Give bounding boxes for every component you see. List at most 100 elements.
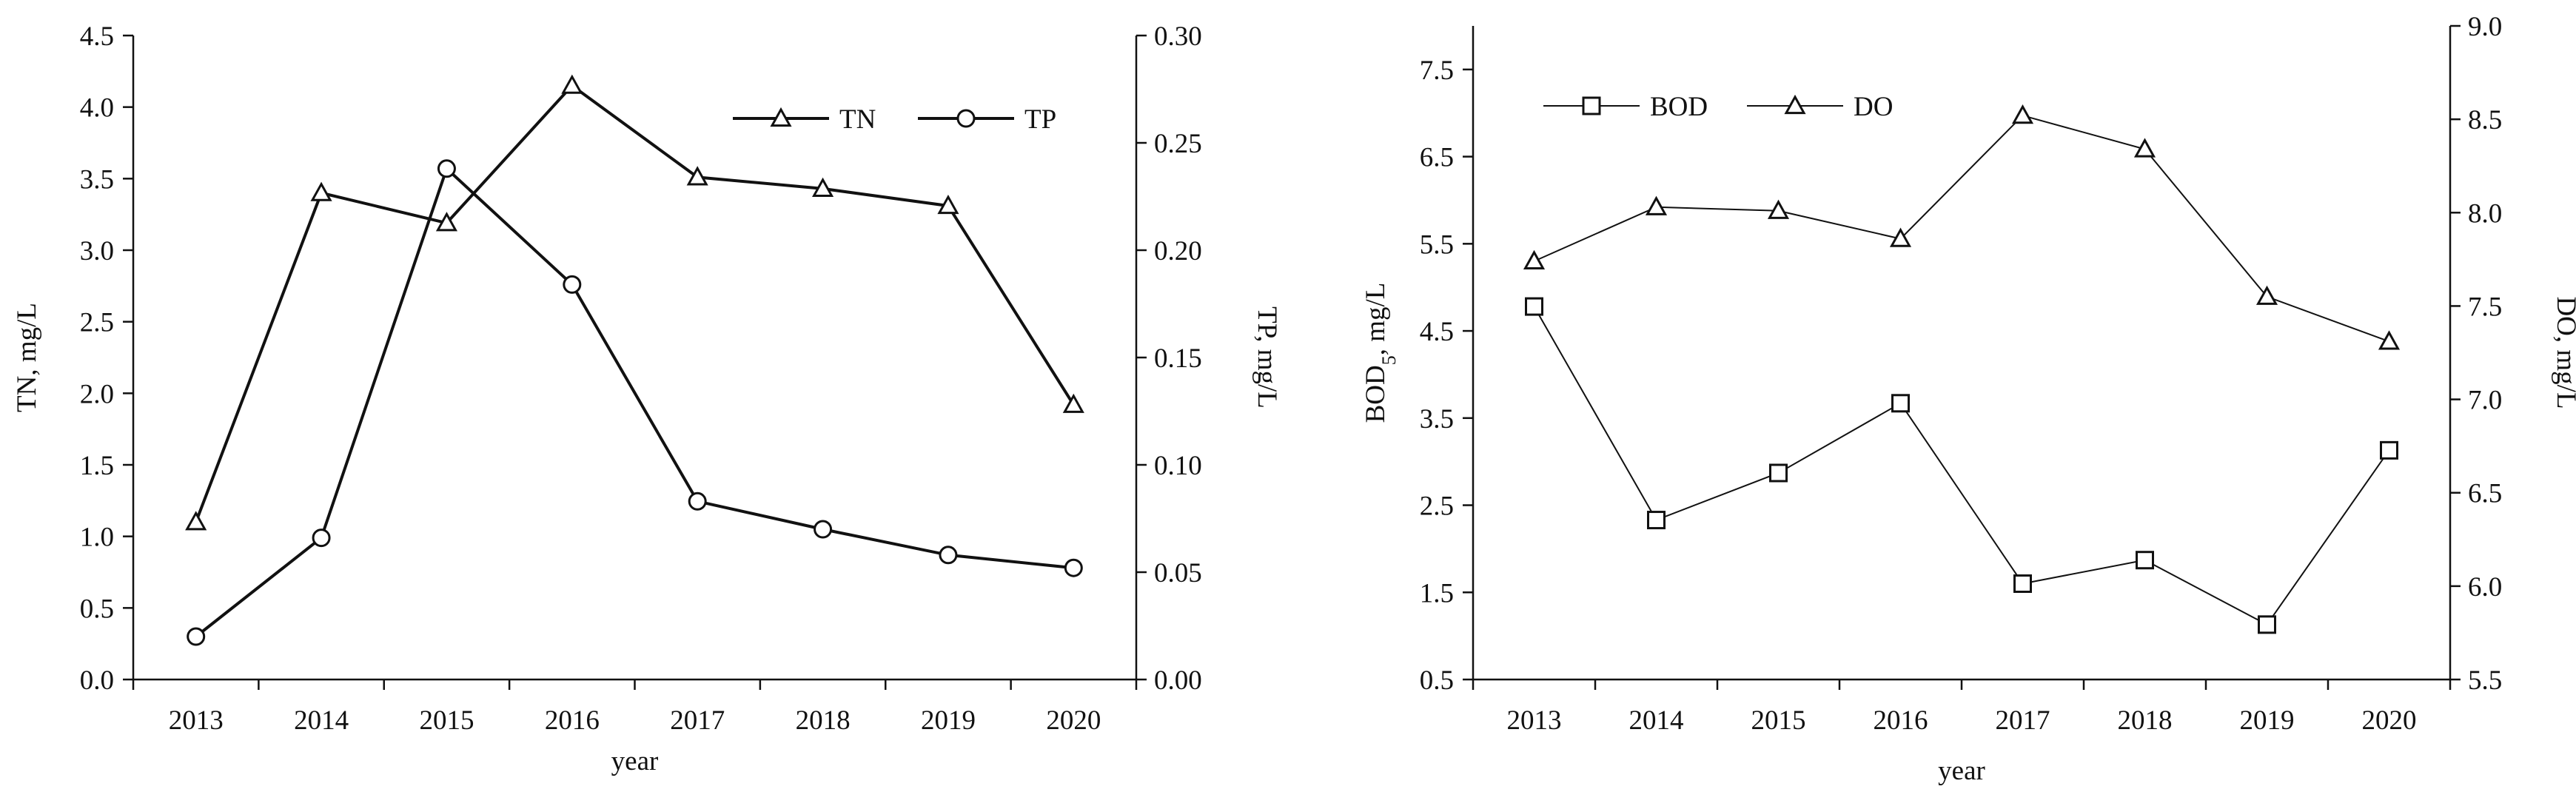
y-right-tick-label: 5.5 — [2468, 665, 2502, 696]
y-right-tick-label: 8.0 — [2468, 198, 2502, 229]
legend-label-do: DO — [1854, 92, 1893, 122]
data-point-bod — [1525, 297, 1543, 316]
y-left-tick-label: 6.5 — [1420, 143, 1454, 173]
x-tick-label: 2017 — [670, 705, 725, 736]
chart-2: 2013 2014 2015 2016 2017 2018 2019 2020 year 0.5 1… — [1361, 12, 2576, 786]
y-left-tick-label: 2.0 — [80, 379, 114, 409]
data-point-tn — [561, 74, 583, 94]
data-point-bod — [1891, 394, 1910, 413]
data-point-bod — [1769, 463, 1788, 483]
y-left-axis-label-rest: , mg/L — [1361, 283, 1391, 356]
data-point-bod — [2258, 615, 2276, 634]
series-line-do — [1534, 114, 2389, 343]
data-point-do — [1767, 199, 1790, 219]
y-left-tick-label: 3.5 — [1420, 404, 1454, 434]
x-axis-label: year — [611, 746, 659, 776]
y-right-tick-label: 0.25 — [1154, 129, 1202, 159]
data-point-bod — [2136, 551, 2154, 570]
y-right-tick-label: 6.5 — [2468, 479, 2502, 509]
chart-1: 2013 2014 2015 2016 2017 2018 2019 2020year0.00… — [12, 21, 1282, 776]
y-right-tick-label: 0.20 — [1154, 236, 1202, 266]
data-point-bod — [2380, 440, 2398, 460]
data-point-do — [1645, 195, 1668, 215]
y-left-tick-label: 3.5 — [80, 164, 114, 195]
x-tick-label: 2020 — [2362, 705, 2417, 736]
data-point-tp — [437, 159, 456, 178]
y-left-tick-label: 0.5 — [1420, 665, 1454, 696]
data-point-tp — [939, 546, 958, 565]
y-right-axis-label: DO, mg/L — [2551, 296, 2576, 409]
y-right-tick-label: 9.0 — [2468, 12, 2502, 42]
y-right-tick-label: 0.00 — [1154, 665, 1202, 696]
data-point-do — [2255, 285, 2278, 305]
y-left-axis-label: BOD5, mg/L — [1361, 283, 1400, 423]
y-left-tick-label: 2.5 — [80, 308, 114, 338]
data-point-tp — [1064, 558, 1083, 577]
y-left-tick-label: 1.5 — [1420, 578, 1454, 608]
x-tick-label: 2020 — [1046, 705, 1101, 736]
data-point-tp — [187, 627, 206, 646]
x-axis-label: year — [1938, 756, 1985, 786]
series-line-tn — [194, 83, 1076, 523]
legend-label-tn: TN — [839, 104, 876, 135]
y-left-tick-label: 4.0 — [80, 93, 114, 124]
legend-marker-tp — [956, 109, 976, 128]
x-tick-label: 2016 — [545, 705, 600, 736]
y-left-tick-label: 1.5 — [80, 451, 114, 481]
y-left-tick-label: 7.5 — [1420, 56, 1454, 86]
data-point-tn — [310, 181, 332, 201]
x-tick-label: 2017 — [1996, 705, 2050, 736]
data-point-tp — [312, 529, 331, 548]
y-left-tick-label: 5.5 — [1420, 229, 1454, 260]
legend-marker-tn — [770, 107, 792, 127]
x-tick-label: 2018 — [796, 705, 851, 736]
x-tick-label: 2014 — [294, 705, 349, 736]
x-tick-label: 2019 — [921, 705, 976, 736]
y-right-tick-label: 7.0 — [2468, 386, 2502, 416]
y-right-tick-label: 0.05 — [1154, 558, 1202, 588]
y-right-axis-label: TP, mg/L — [1252, 306, 1282, 409]
legend-marker-do — [1784, 94, 1806, 115]
x-tick-label: 2016 — [1874, 705, 1928, 736]
data-point-do — [2378, 330, 2401, 350]
data-point-do — [2133, 138, 2156, 158]
y-right-tick-label: 0.10 — [1154, 451, 1202, 481]
data-point-tp — [814, 520, 833, 539]
x-tick-label: 2018 — [2118, 705, 2173, 736]
y-right-tick-label: 7.5 — [2468, 292, 2502, 322]
data-point-bod — [2013, 574, 2032, 593]
legend-label-tp: TP — [1024, 104, 1056, 135]
y-left-tick-label: 1.0 — [80, 523, 114, 553]
data-point-tn — [1062, 393, 1084, 413]
x-tick-label: 2013 — [169, 705, 224, 736]
x-tick-label: 2015 — [419, 705, 474, 736]
y-right-tick-label: 0.15 — [1154, 343, 1202, 374]
y-left-axis-label: TN, mg/L — [12, 303, 42, 412]
y-left-axis-label-main: BOD — [1361, 365, 1391, 423]
x-tick-label: 2014 — [1629, 705, 1684, 736]
legend-label-bod: BOD — [1650, 92, 1708, 122]
y-right-tick-label: 8.5 — [2468, 105, 2502, 135]
data-point-do — [2011, 104, 2034, 124]
data-point-tp — [688, 491, 707, 511]
y-left-tick-label: 3.0 — [80, 236, 114, 266]
x-tick-label: 2013 — [1507, 705, 1562, 736]
y-left-tick-label: 2.5 — [1420, 491, 1454, 522]
y-left-axis-label-sub: 5 — [1378, 355, 1400, 365]
data-point-tn — [185, 511, 207, 531]
data-point-do — [1889, 227, 1912, 247]
y-right-tick-label: 6.0 — [2468, 572, 2502, 603]
data-point-tn — [937, 194, 959, 215]
data-point-tn — [435, 212, 457, 232]
y-right-tick-label: 0.30 — [1154, 21, 1202, 52]
y-left-tick-label: 0.5 — [80, 594, 114, 624]
data-point-bod — [1647, 511, 1666, 530]
data-point-tn — [686, 166, 708, 186]
x-tick-label: 2015 — [1751, 705, 1806, 736]
legend-marker-bod — [1582, 96, 1601, 115]
data-point-do — [1523, 249, 1546, 269]
data-point-tp — [563, 275, 582, 294]
y-left-tick-label: 0.0 — [80, 665, 114, 696]
